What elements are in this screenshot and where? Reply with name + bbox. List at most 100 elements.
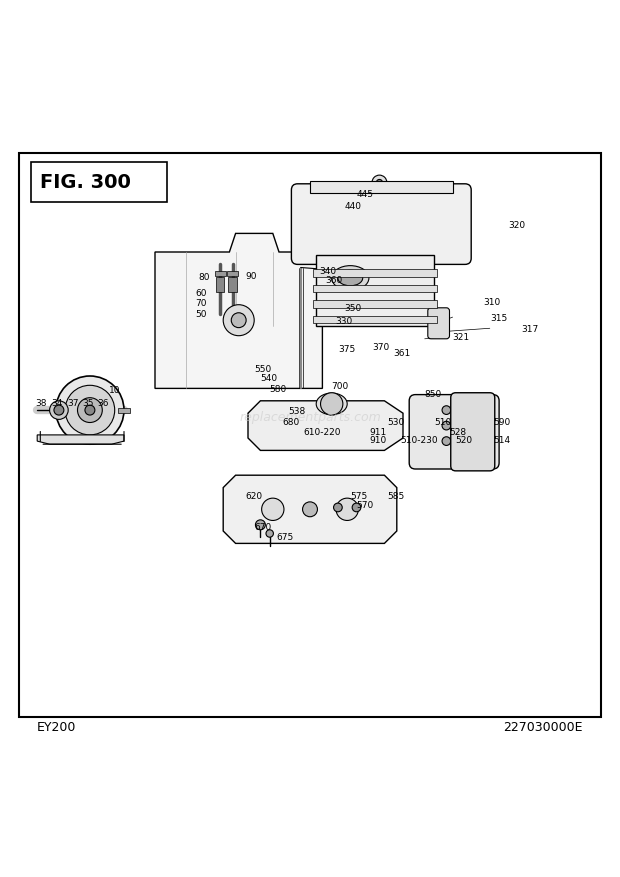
Text: 610-220: 610-220: [304, 428, 341, 437]
Bar: [228, 277, 237, 293]
Circle shape: [336, 498, 358, 521]
Text: 445: 445: [356, 189, 373, 198]
Circle shape: [352, 503, 361, 512]
Text: 317: 317: [521, 324, 538, 333]
Bar: [313, 317, 437, 324]
Text: 38: 38: [35, 398, 47, 407]
Bar: [118, 408, 130, 413]
Text: 361: 361: [394, 348, 411, 358]
Polygon shape: [155, 234, 322, 389]
Text: 580: 580: [270, 384, 287, 394]
Bar: [313, 301, 437, 309]
Ellipse shape: [338, 271, 363, 287]
Ellipse shape: [316, 394, 347, 416]
Text: 35: 35: [82, 398, 94, 407]
Circle shape: [223, 305, 254, 336]
Text: 330: 330: [335, 317, 352, 325]
Text: 80: 80: [198, 273, 210, 282]
Text: 350: 350: [344, 304, 361, 313]
Circle shape: [458, 406, 466, 415]
Circle shape: [231, 313, 246, 328]
FancyBboxPatch shape: [409, 396, 499, 469]
Circle shape: [262, 498, 284, 521]
Text: 360: 360: [326, 276, 343, 285]
Circle shape: [442, 406, 451, 415]
Polygon shape: [37, 435, 124, 445]
Text: 375: 375: [338, 344, 355, 353]
Circle shape: [376, 181, 383, 187]
Text: 510-230: 510-230: [400, 436, 438, 445]
Text: 575: 575: [350, 491, 368, 500]
Circle shape: [334, 503, 342, 512]
Text: 700: 700: [332, 381, 349, 390]
Text: 50: 50: [195, 310, 207, 319]
Circle shape: [266, 531, 273, 538]
Circle shape: [85, 406, 95, 416]
Text: 514: 514: [493, 436, 510, 445]
Text: 585: 585: [388, 491, 405, 500]
Text: 90: 90: [245, 272, 257, 281]
Circle shape: [255, 520, 265, 531]
Text: 340: 340: [319, 267, 337, 275]
Text: 36: 36: [97, 398, 109, 407]
Bar: [310, 182, 453, 194]
Text: 320: 320: [508, 220, 526, 230]
Bar: [227, 271, 238, 276]
Text: 850: 850: [425, 389, 442, 398]
Circle shape: [442, 438, 451, 446]
Circle shape: [321, 393, 343, 416]
Text: 10: 10: [108, 386, 120, 395]
Circle shape: [65, 386, 115, 435]
Text: 550: 550: [254, 365, 272, 374]
Text: 528: 528: [450, 428, 467, 437]
Circle shape: [50, 402, 68, 420]
Circle shape: [442, 422, 451, 431]
FancyBboxPatch shape: [291, 184, 471, 265]
Text: 675: 675: [276, 532, 293, 541]
Bar: [216, 277, 224, 293]
Text: 37: 37: [68, 398, 79, 407]
Text: 370: 370: [372, 342, 389, 352]
Text: 34: 34: [51, 398, 63, 407]
Text: 620: 620: [245, 491, 262, 500]
Bar: [313, 270, 437, 277]
Text: 911: 911: [369, 428, 386, 437]
Text: 680: 680: [282, 417, 299, 426]
Text: EY200: EY200: [37, 720, 77, 733]
Circle shape: [56, 376, 124, 445]
Text: 440: 440: [344, 202, 361, 210]
Polygon shape: [248, 402, 403, 451]
Bar: [31, 163, 167, 203]
Text: 227030000E: 227030000E: [503, 720, 583, 733]
Text: replacementparts.com: replacementparts.com: [239, 410, 381, 424]
Bar: [313, 286, 437, 293]
Text: 538: 538: [288, 406, 306, 415]
Text: 590: 590: [493, 417, 510, 426]
Circle shape: [458, 422, 466, 431]
Polygon shape: [223, 475, 397, 544]
Ellipse shape: [332, 267, 369, 291]
Circle shape: [458, 438, 466, 446]
Text: 315: 315: [490, 313, 507, 322]
Circle shape: [372, 176, 387, 191]
Text: 60: 60: [195, 289, 207, 297]
Bar: [215, 271, 226, 276]
Circle shape: [54, 406, 64, 416]
Text: 670: 670: [254, 522, 272, 531]
Text: 520: 520: [456, 436, 473, 445]
FancyBboxPatch shape: [451, 393, 495, 471]
Text: 570: 570: [356, 501, 374, 510]
Text: 510: 510: [434, 417, 451, 426]
Bar: [316, 256, 434, 327]
Text: 530: 530: [388, 417, 405, 426]
Text: 70: 70: [195, 299, 207, 308]
Text: 321: 321: [453, 333, 470, 342]
Text: 540: 540: [260, 374, 278, 383]
Circle shape: [303, 503, 317, 517]
FancyBboxPatch shape: [428, 309, 450, 339]
Text: FIG. 300: FIG. 300: [40, 174, 131, 192]
Circle shape: [383, 182, 392, 193]
Text: 910: 910: [369, 436, 386, 445]
Circle shape: [78, 398, 102, 423]
Text: 310: 310: [484, 298, 501, 307]
